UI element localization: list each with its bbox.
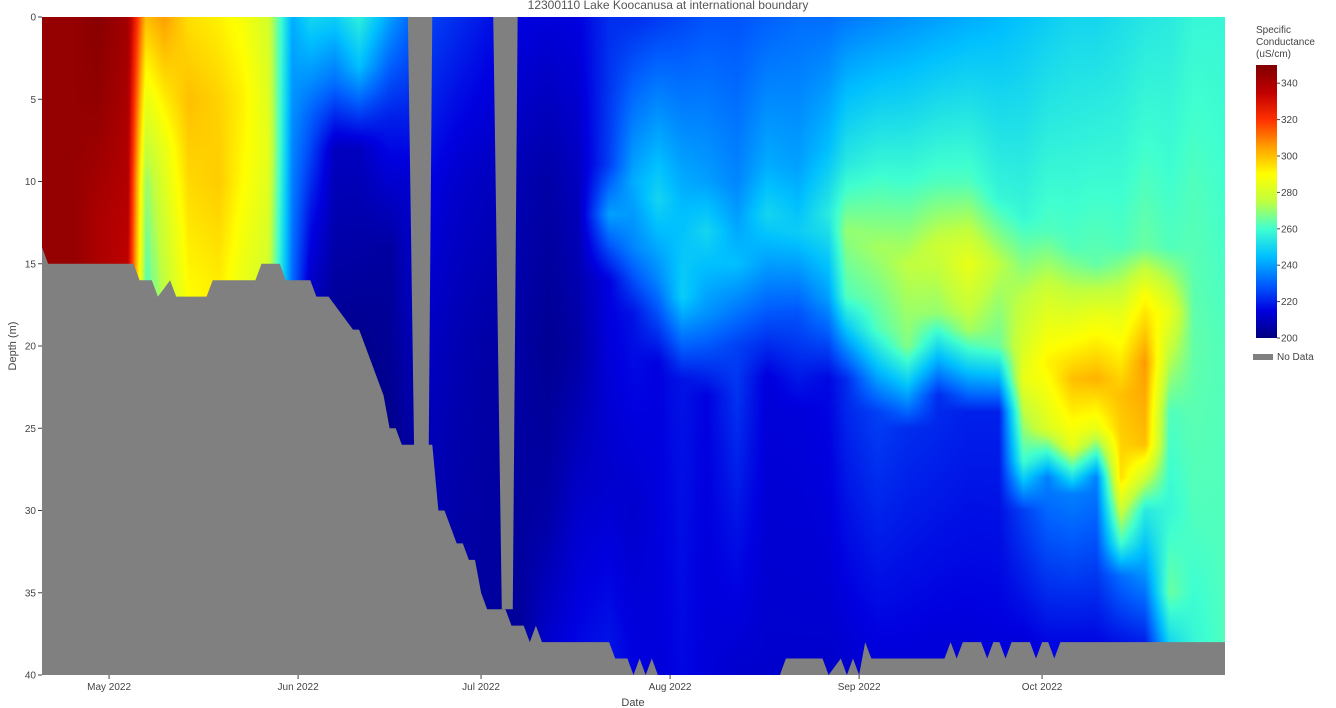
legend-swatch-no-data — [1253, 354, 1273, 360]
legend: No Data — [1253, 352, 1314, 363]
x-axis: May 2022 Jun 2022 Jul 2022 Aug 2022 Sep 2022… — [87, 675, 1063, 693]
colorbar-ticks: 200 220 240 260 280 300 320 340 — [1277, 79, 1298, 345]
colorbar-tick-label: 200 — [1281, 334, 1298, 345]
colorbar-title: Specific Conductance (uS/cm) — [1256, 25, 1315, 60]
y-axis: 0 5 10 15 20 25 30 35 40 — [25, 13, 42, 682]
x-tick-label: Jun 2022 — [278, 682, 320, 693]
x-tick-label: Sep 2022 — [838, 682, 881, 693]
chart-title: 12300110 Lake Koocanusa at international… — [528, 0, 809, 12]
colorbar-tick-label: 320 — [1281, 115, 1298, 126]
y-tick-label: 30 — [25, 506, 37, 517]
x-tick-label: May 2022 — [87, 682, 131, 693]
y-tick-label: 0 — [30, 13, 36, 24]
colorbar-gradient — [1256, 65, 1277, 338]
y-tick-label: 20 — [25, 342, 37, 353]
colorbar-tick-label: 240 — [1281, 261, 1298, 272]
y-tick-label: 35 — [25, 588, 37, 599]
no-data-gap — [407, 17, 433, 610]
colorbar-tick-label: 340 — [1281, 79, 1298, 90]
y-tick-label: 10 — [25, 177, 37, 188]
x-tick-label: Jul 2022 — [462, 682, 500, 693]
colorbar-tick-label: 260 — [1281, 224, 1298, 235]
colorbar-tick-label: 300 — [1281, 152, 1298, 163]
plot-area — [42, 17, 1225, 676]
no-data-bottom-area — [42, 247, 1225, 676]
colorbar: Specific Conductance (uS/cm) 2002202402602… — [1256, 25, 1315, 345]
x-axis-title: Date — [621, 697, 644, 708]
x-tick-label: Oct 2022 — [1022, 682, 1063, 693]
no-data-gap — [493, 17, 518, 610]
colorbar-tick-label: 220 — [1281, 297, 1298, 308]
y-tick-label: 25 — [25, 424, 37, 435]
y-axis-title: Depth (m) — [7, 322, 19, 371]
y-tick-label: 15 — [25, 259, 37, 270]
x-tick-label: Aug 2022 — [649, 682, 692, 693]
y-tick-label: 40 — [25, 671, 37, 682]
colorbar-tick-label: 280 — [1281, 188, 1298, 199]
y-tick-label: 5 — [30, 95, 36, 106]
legend-label-no-data: No Data — [1277, 352, 1314, 363]
no-data-gaps — [407, 17, 518, 610]
